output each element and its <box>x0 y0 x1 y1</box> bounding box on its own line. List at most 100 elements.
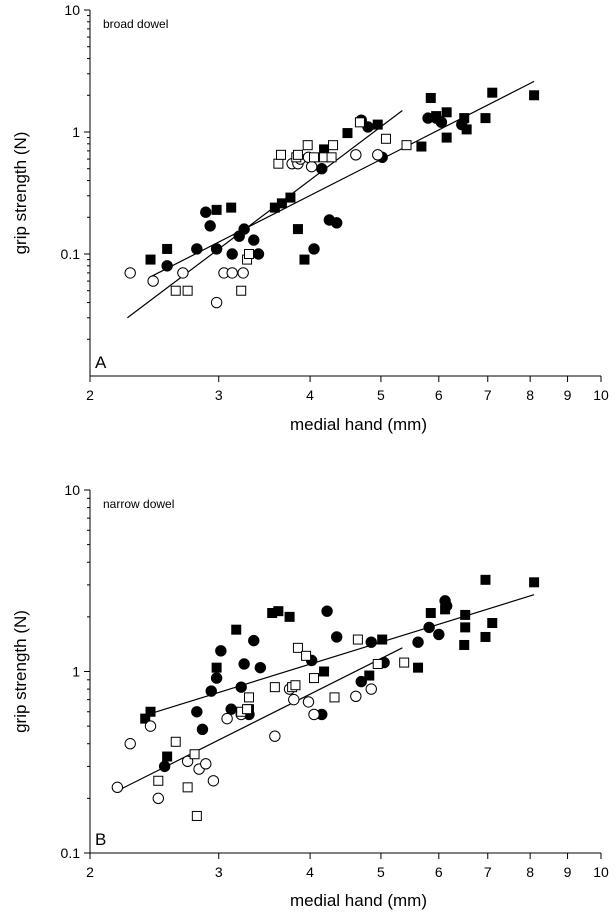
data-point <box>288 693 300 706</box>
data-point <box>372 119 383 130</box>
x-tick-label: 7 <box>484 387 492 403</box>
data-point <box>413 662 424 673</box>
data-point <box>182 285 193 296</box>
x-tick-label: 4 <box>306 387 314 403</box>
x-tick-label: 4 <box>306 864 314 880</box>
data-point <box>124 267 136 279</box>
data-point <box>329 692 340 703</box>
data-point <box>248 234 260 246</box>
x-tick-label: 10 <box>593 864 609 880</box>
data-point <box>309 152 320 163</box>
data-point <box>226 267 238 279</box>
data-point <box>225 703 237 715</box>
data-point <box>200 206 212 218</box>
x-tick-label: 8 <box>526 387 534 403</box>
data-point <box>441 107 452 118</box>
data-point <box>284 611 295 622</box>
y-axis-title: grip strength (N) <box>11 610 30 733</box>
data-point <box>354 117 365 128</box>
series-open-square <box>170 117 412 296</box>
data-point <box>252 248 265 260</box>
data-point <box>144 720 157 732</box>
x-tick-label: 6 <box>435 387 443 403</box>
y-tick-label: 1 <box>72 664 80 680</box>
series-open-square <box>153 634 410 821</box>
x-tick-label: 10 <box>593 387 609 403</box>
x-axis-title: medial hand (mm) <box>290 415 427 434</box>
data-point <box>211 204 222 215</box>
data-point <box>205 685 217 697</box>
data-point <box>269 730 281 742</box>
data-point <box>124 738 136 750</box>
data-point <box>480 574 491 585</box>
data-point <box>273 606 284 617</box>
data-point <box>316 163 328 175</box>
data-point <box>380 133 391 144</box>
x-tick-label: 3 <box>215 387 223 403</box>
data-point <box>191 810 202 821</box>
data-point <box>377 634 388 645</box>
data-point <box>269 682 280 693</box>
data-point <box>147 275 159 287</box>
data-point <box>235 681 247 693</box>
x-tick-label: 7 <box>484 864 492 880</box>
data-point <box>460 622 471 633</box>
data-point <box>162 751 173 762</box>
data-point <box>302 140 313 151</box>
data-point <box>365 683 377 695</box>
data-point <box>231 624 242 635</box>
data-point <box>242 704 253 715</box>
data-point <box>158 760 171 773</box>
data-point <box>170 736 181 747</box>
data-point <box>292 224 303 235</box>
data-point <box>441 132 452 143</box>
data-point <box>480 113 491 124</box>
chart-title: narrow dowel <box>103 497 174 511</box>
data-point <box>204 220 216 232</box>
data-point <box>460 609 471 620</box>
data-point <box>237 267 249 279</box>
data-point <box>196 723 209 736</box>
data-point <box>308 708 320 721</box>
data-point <box>319 666 330 677</box>
data-point <box>152 792 164 805</box>
data-point <box>416 141 427 152</box>
series-open-circle <box>124 149 384 309</box>
data-point <box>273 158 284 169</box>
data-point <box>326 152 337 163</box>
data-point <box>350 690 362 703</box>
regression-line <box>150 80 535 278</box>
data-point <box>412 636 424 648</box>
data-point <box>248 634 260 647</box>
y-axis-title: grip strength (N) <box>11 132 30 255</box>
data-point <box>153 775 164 786</box>
data-point <box>292 149 303 160</box>
data-point <box>145 706 156 717</box>
data-point <box>331 217 343 229</box>
data-point <box>302 696 315 708</box>
x-tick-label: 2 <box>86 387 94 403</box>
data-point <box>221 712 233 725</box>
data-point <box>401 140 412 151</box>
data-point <box>435 116 448 129</box>
data-point <box>487 618 498 629</box>
data-point <box>364 670 375 681</box>
data-point <box>211 662 222 673</box>
data-point <box>292 642 303 653</box>
data-point <box>200 758 212 770</box>
data-point <box>301 650 312 661</box>
data-point <box>308 243 320 255</box>
data-point <box>162 243 173 254</box>
x-tick-label: 9 <box>564 864 572 880</box>
data-point <box>456 118 468 131</box>
data-point <box>352 634 363 645</box>
series-filled-square <box>145 87 540 265</box>
data-point <box>433 628 445 641</box>
data-point <box>342 128 353 139</box>
data-point <box>226 248 238 260</box>
data-point <box>276 198 287 209</box>
x-tick-label: 9 <box>564 387 572 403</box>
y-tick-label: 1 <box>72 124 80 140</box>
data-point <box>254 661 267 674</box>
